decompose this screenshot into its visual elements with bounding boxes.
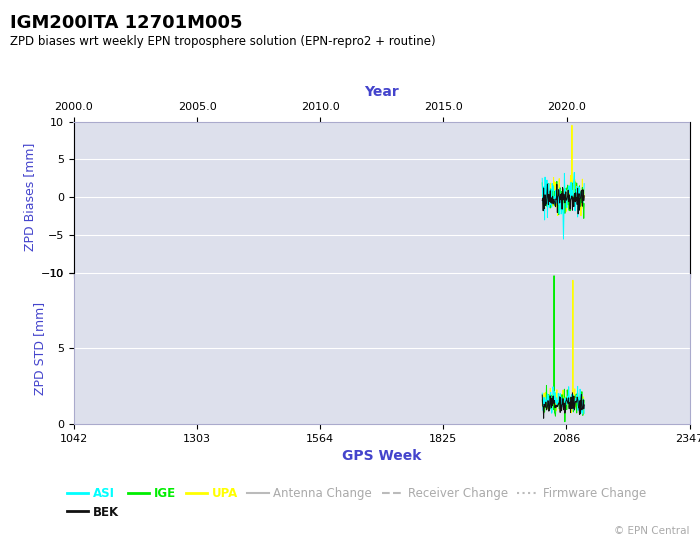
Y-axis label: ZPD STD [mm]: ZPD STD [mm] <box>33 302 46 395</box>
Legend: ASI, BEK, IGE, UPA, Antenna Change, Receiver Change, Firmware Change: ASI, BEK, IGE, UPA, Antenna Change, Rece… <box>62 482 651 523</box>
Text: © EPN Central: © EPN Central <box>614 525 690 536</box>
Text: ZPD biases wrt weekly EPN troposphere solution (EPN-repro2 + routine): ZPD biases wrt weekly EPN troposphere so… <box>10 35 436 48</box>
X-axis label: GPS Week: GPS Week <box>342 449 421 463</box>
X-axis label: Year: Year <box>364 85 399 99</box>
Y-axis label: ZPD Biases [mm]: ZPD Biases [mm] <box>23 143 36 251</box>
Text: IGM200ITA 12701M005: IGM200ITA 12701M005 <box>10 14 243 31</box>
